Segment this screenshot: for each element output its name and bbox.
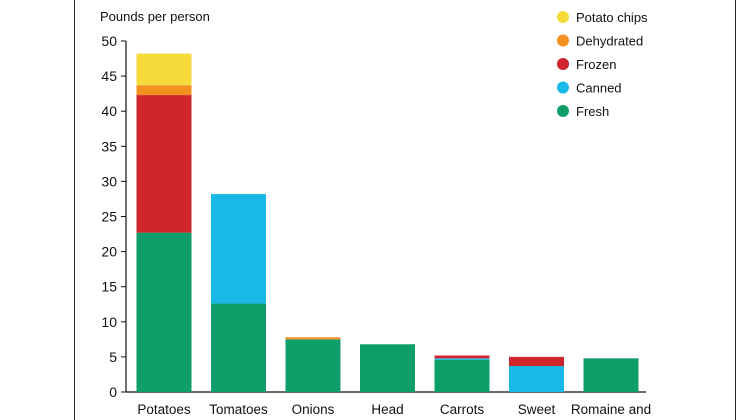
bar-segment xyxy=(136,232,192,392)
x-tick-label: Romaine and xyxy=(571,402,651,417)
y-tick-label: 25 xyxy=(101,209,117,225)
y-tick-label: 35 xyxy=(101,138,117,154)
y-axis-label: Pounds per person xyxy=(100,9,210,24)
y-tick-label: 20 xyxy=(101,244,117,260)
y-tick-label: 30 xyxy=(101,173,117,189)
y-tick-label: 45 xyxy=(101,68,117,84)
y-tick-label: 5 xyxy=(109,349,117,365)
bar-segment xyxy=(509,366,564,392)
bar-segment xyxy=(136,85,192,96)
x-tick-label: Tomatoes xyxy=(209,402,268,417)
legend-swatch xyxy=(557,11,569,23)
bar-segment xyxy=(434,358,490,360)
bar-segment xyxy=(211,303,266,392)
bar-segment xyxy=(434,359,490,392)
x-tick-label: Potatoes xyxy=(137,402,191,417)
bar-segment xyxy=(285,339,341,392)
bar-segment xyxy=(136,95,192,233)
legend-label: Frozen xyxy=(576,57,616,72)
y-tick-label: 10 xyxy=(101,314,117,330)
bar-segment xyxy=(360,344,415,392)
chart-frame xyxy=(74,0,736,420)
x-tick-label: Onions xyxy=(292,402,335,417)
bar-segment xyxy=(136,53,192,86)
x-tick-label: Sweet xyxy=(518,402,556,417)
bar-segment xyxy=(583,358,639,392)
y-tick-label: 50 xyxy=(101,33,117,49)
legend-swatch xyxy=(557,58,569,70)
x-tick-label: Head xyxy=(371,402,403,417)
bar-segment xyxy=(509,356,564,367)
legend-label: Canned xyxy=(576,81,622,96)
legend-swatch xyxy=(557,34,569,47)
bar-segment xyxy=(434,355,490,359)
legend-swatch xyxy=(557,105,569,117)
y-tick-label: 40 xyxy=(101,103,117,119)
legend-label: Dehydrated xyxy=(576,34,643,49)
y-tick-label: 15 xyxy=(101,279,117,295)
y-tick-label: 0 xyxy=(109,384,117,400)
legend-swatch xyxy=(557,81,569,94)
legend-label: Fresh xyxy=(576,104,609,119)
bar-segment xyxy=(211,194,266,304)
x-tick-label: Carrots xyxy=(440,402,485,417)
legend-label: Potato chips xyxy=(576,10,648,25)
bar-segment xyxy=(285,337,341,340)
